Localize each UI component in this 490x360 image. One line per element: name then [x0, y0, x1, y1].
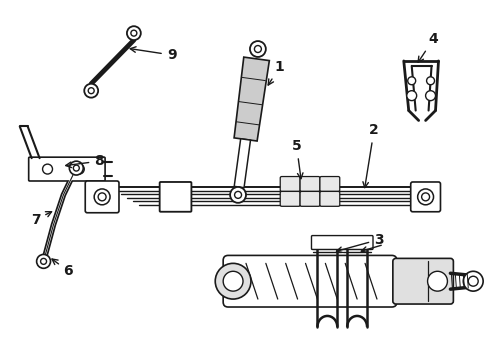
Circle shape	[37, 255, 50, 268]
Text: 6: 6	[52, 259, 73, 278]
Polygon shape	[234, 139, 250, 188]
FancyBboxPatch shape	[29, 157, 105, 181]
FancyBboxPatch shape	[320, 192, 340, 206]
Circle shape	[254, 46, 261, 53]
Circle shape	[41, 258, 47, 264]
FancyBboxPatch shape	[300, 176, 320, 192]
Circle shape	[468, 276, 478, 286]
FancyBboxPatch shape	[85, 181, 119, 213]
FancyBboxPatch shape	[160, 182, 192, 212]
Circle shape	[250, 41, 266, 57]
Circle shape	[98, 193, 106, 201]
FancyBboxPatch shape	[280, 176, 300, 192]
Text: 4: 4	[418, 32, 439, 62]
Text: 5: 5	[292, 139, 303, 179]
Circle shape	[421, 193, 430, 201]
Circle shape	[427, 77, 435, 85]
FancyBboxPatch shape	[411, 182, 441, 212]
Text: 9: 9	[130, 47, 176, 62]
FancyBboxPatch shape	[280, 192, 300, 206]
Text: 7: 7	[31, 212, 51, 227]
Circle shape	[230, 187, 246, 203]
Circle shape	[74, 164, 84, 174]
Circle shape	[43, 164, 52, 174]
Circle shape	[74, 165, 79, 171]
Circle shape	[428, 271, 447, 291]
Circle shape	[417, 189, 434, 205]
Text: 2: 2	[363, 123, 379, 188]
Circle shape	[88, 88, 94, 94]
Circle shape	[408, 77, 416, 85]
Circle shape	[127, 26, 141, 40]
Text: 8: 8	[66, 154, 104, 168]
Circle shape	[131, 30, 137, 36]
Circle shape	[215, 264, 251, 299]
Text: 1: 1	[268, 60, 285, 85]
Circle shape	[407, 91, 416, 100]
Circle shape	[84, 84, 98, 98]
Text: 3: 3	[337, 233, 384, 252]
Polygon shape	[234, 57, 270, 141]
Circle shape	[464, 271, 483, 291]
FancyBboxPatch shape	[223, 255, 397, 307]
Circle shape	[70, 161, 83, 175]
FancyBboxPatch shape	[320, 176, 340, 192]
Circle shape	[426, 91, 436, 100]
Circle shape	[94, 189, 110, 205]
FancyBboxPatch shape	[393, 258, 453, 304]
FancyBboxPatch shape	[312, 235, 373, 249]
FancyBboxPatch shape	[300, 192, 320, 206]
Circle shape	[235, 192, 242, 198]
Circle shape	[223, 271, 243, 291]
